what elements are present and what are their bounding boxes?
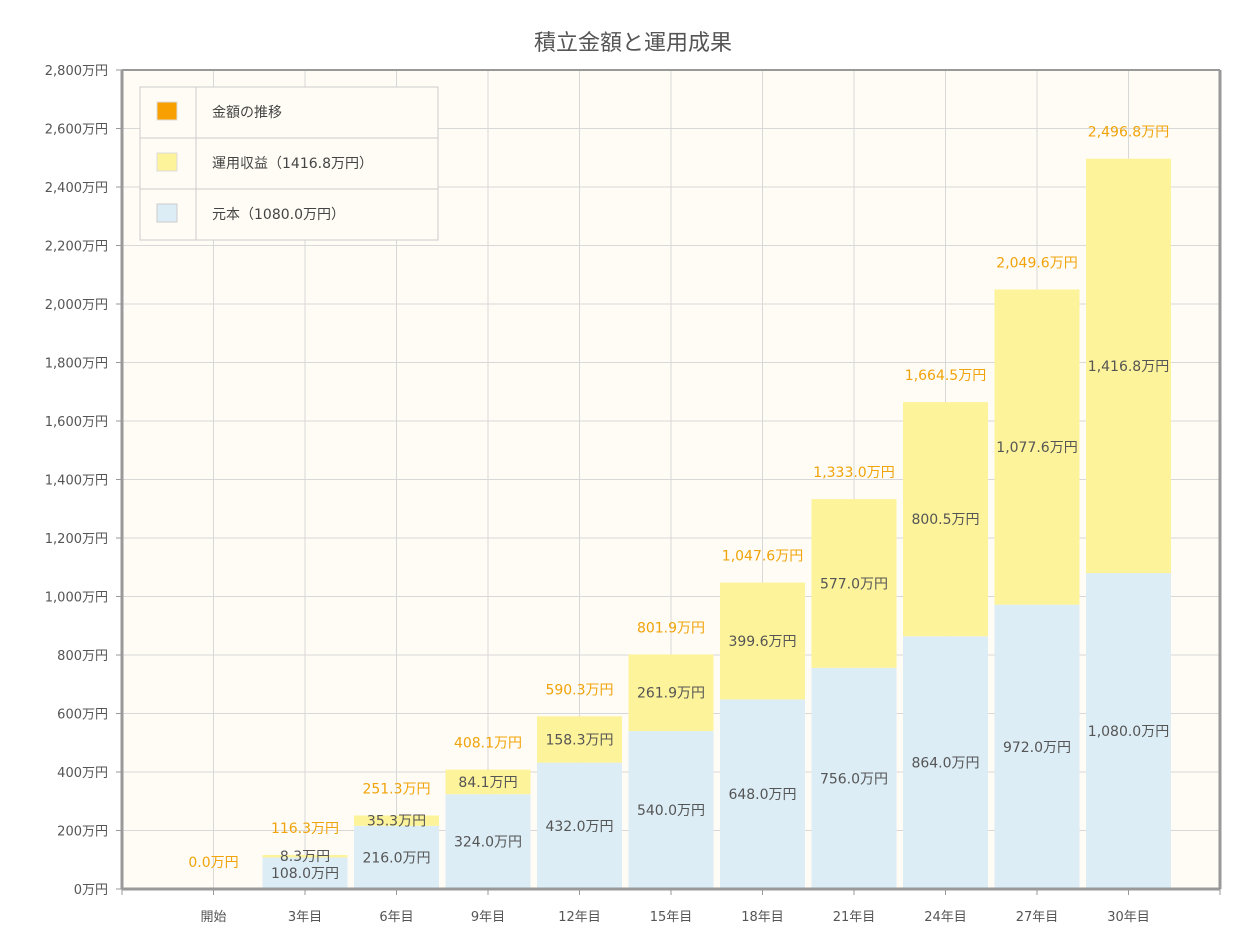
legend-label-principal: 元本（1080.0万円）	[212, 207, 345, 223]
bar-principal	[903, 636, 988, 889]
x-tick-label: 3年目	[288, 910, 322, 925]
y-tick-label: 1,400万円	[45, 474, 108, 489]
x-tick-label: 21年目	[833, 910, 876, 925]
label-principal: 972.0万円	[1003, 740, 1071, 756]
label-total: 2,049.6万円	[996, 255, 1077, 271]
bar-principal	[811, 667, 897, 889]
y-tick-label: 2,000万円	[45, 298, 108, 313]
label-gains: 800.5万円	[911, 512, 979, 528]
x-tick-label: 6年目	[379, 910, 413, 925]
bar-gains	[628, 654, 714, 732]
y-tick-label: 2,400万円	[45, 181, 108, 196]
legend-label-gains: 運用収益（1416.8万円）	[212, 156, 373, 172]
x-tick-label: 27年目	[1016, 910, 1059, 925]
chart-title: 積立金額と運用成果	[534, 31, 732, 56]
legend-swatch-gains	[156, 152, 178, 172]
bar-principal	[994, 604, 1080, 889]
label-total: 116.3万円	[271, 821, 339, 837]
legend-swatch-principal	[156, 203, 178, 223]
label-total: 1,047.6万円	[722, 549, 803, 565]
label-principal: 432.0万円	[545, 819, 613, 835]
x-tick-label: 12年目	[558, 910, 601, 925]
bar-principal	[262, 857, 348, 889]
label-gains: 261.9万円	[637, 686, 705, 702]
label-principal: 324.0万円	[454, 835, 522, 851]
label-principal: 540.0万円	[637, 803, 705, 819]
label-gains: 1,416.8万円	[1088, 359, 1169, 375]
x-tick-label: 24年目	[924, 910, 967, 925]
label-total: 408.1万円	[454, 736, 522, 752]
bar-gains	[903, 402, 988, 637]
label-total: 1,664.5万円	[905, 368, 986, 384]
label-total: 2,496.8万円	[1088, 125, 1169, 141]
bar-gains	[994, 289, 1080, 605]
legend-label-total: 金額の推移	[212, 105, 282, 121]
y-tick-label: 2,200万円	[45, 240, 108, 255]
label-gains: 399.6万円	[728, 634, 796, 650]
x-tick-label: 9年目	[471, 910, 505, 925]
legend-box	[139, 86, 439, 241]
x-tick-label: 30年目	[1107, 910, 1150, 925]
y-tick-label: 1,800万円	[45, 357, 108, 372]
bar-principal	[354, 825, 439, 889]
label-total: 590.3万円	[545, 682, 613, 698]
label-principal: 756.0万円	[820, 771, 888, 787]
bar-gains	[811, 499, 897, 668]
bars	[262, 158, 1171, 889]
y-tick-label: 400万円	[57, 766, 108, 781]
label-total: 1,333.0万円	[813, 465, 894, 481]
bar-gains	[445, 769, 531, 795]
label-gains: 8.3万円	[280, 849, 330, 865]
bar-principal	[1086, 573, 1171, 889]
label-total: 0.0万円	[188, 855, 238, 871]
label-gains: 1,077.6万円	[996, 440, 1077, 456]
bar-principal	[445, 794, 531, 889]
y-tick-label: 1,000万円	[45, 591, 108, 606]
label-gains: 84.1万円	[458, 775, 517, 791]
legend: 金額の推移 運用収益（1416.8万円） 元本（1080.0万円）	[139, 86, 439, 241]
y-tick-label: 2,800万円	[45, 64, 108, 79]
bar-principal	[628, 731, 714, 889]
label-principal: 108.0万円	[271, 866, 339, 882]
bar-gains	[1086, 158, 1171, 574]
label-total: 251.3万円	[362, 781, 430, 797]
label-gains: 577.0万円	[820, 576, 888, 592]
label-principal: 216.0万円	[362, 850, 430, 866]
label-gains: 158.3万円	[545, 732, 613, 748]
x-tick-label: 開始	[200, 910, 226, 925]
y-tick-label: 800万円	[57, 649, 108, 664]
bar-gains	[262, 854, 348, 858]
y-tick-label: 1,600万円	[45, 415, 108, 430]
x-tick-label: 18年目	[741, 910, 784, 925]
bar-principal	[537, 762, 622, 889]
y-tick-label: 2,600万円	[45, 123, 108, 138]
y-tick-label: 600万円	[57, 708, 108, 723]
label-gains: 35.3万円	[367, 814, 426, 830]
bar-gains	[720, 582, 805, 700]
x-tick-label: 15年目	[650, 910, 693, 925]
legend-swatch-total	[156, 101, 178, 121]
label-total: 801.9万円	[637, 620, 705, 636]
axes: 0万円 200万円 400万円 600万円 800万円 1,000万円 1,200万円 1,4…	[45, 64, 1222, 925]
bar-gains	[354, 815, 439, 826]
y-tick-label: 0万円	[74, 883, 108, 898]
bar-principal	[720, 699, 805, 889]
bar-gains	[537, 716, 622, 763]
label-principal: 1,080.0万円	[1088, 724, 1169, 740]
y-tick-label: 1,200万円	[45, 532, 108, 547]
y-tick-label: 200万円	[57, 825, 108, 840]
label-principal: 648.0万円	[728, 787, 796, 803]
label-principal: 864.0万円	[911, 756, 979, 772]
